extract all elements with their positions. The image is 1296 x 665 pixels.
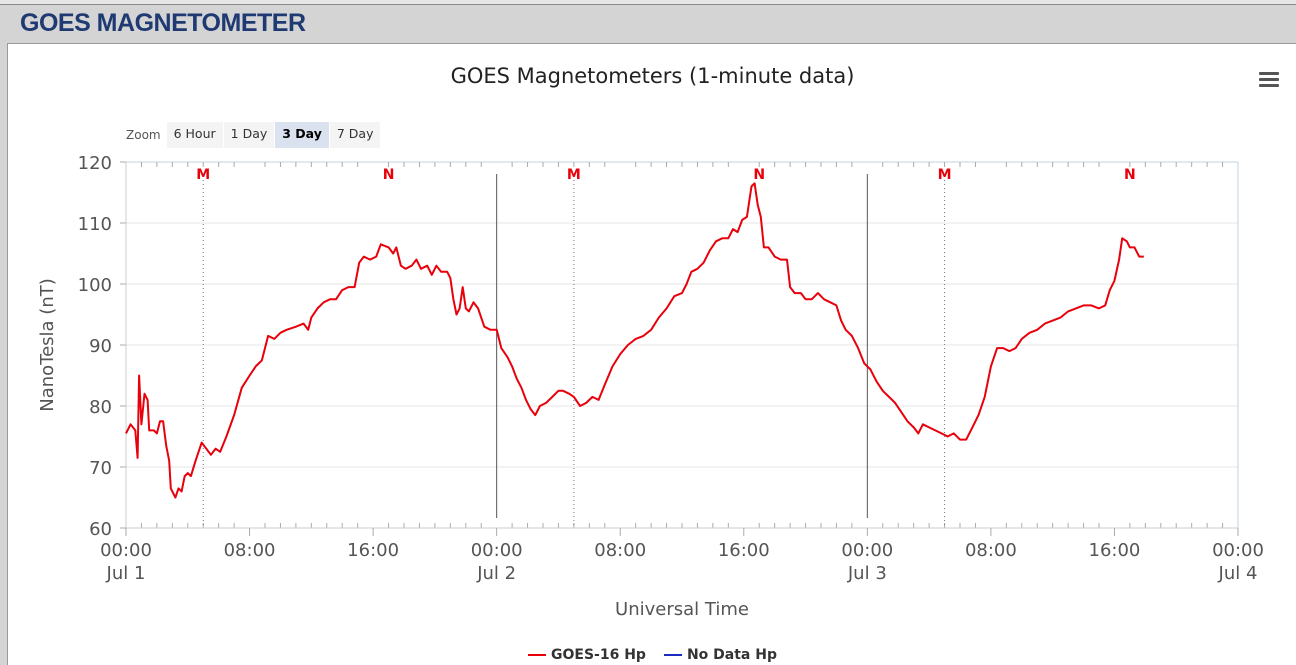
chart-title: GOES Magnetometers (1-minute data) [450,64,855,88]
legend-item-no-data[interactable]: No Data Hp [663,647,777,663]
zoom-label: Zoom [126,128,161,142]
series-line-goes-16-hp [125,182,1144,499]
marker-label: M [938,167,952,183]
x-tick-label: 16:00 [347,540,399,561]
x-tick-label: 08:00 [224,540,276,561]
x-tick-date-label: Jul 4 [1218,563,1258,584]
marker-label: N [753,167,765,183]
legend-label: GOES-16 Hp [551,647,646,663]
y-tick-label: 70 [89,458,112,479]
x-tick-label: 00:00 [471,540,523,561]
y-axis-title: NanoTesla (nT) [37,278,58,412]
y-tick-label: 100 [78,275,112,296]
y-tick-label: 110 [78,214,112,235]
zoom-6-hour-button[interactable]: 6 Hour [166,122,223,148]
zoom-1-day-button[interactable]: 1 Day [223,122,275,148]
window-top-edge [0,0,1296,5]
marker-label: N [1124,167,1136,183]
x-tick-date-label: Jul 3 [847,563,887,584]
y-tick-label: 80 [89,397,112,418]
x-tick-date-label: Jul 2 [476,563,516,584]
x-axis-title: Universal Time [615,599,749,620]
x-tick-label: 00:00 [841,540,893,561]
x-tick-label: 08:00 [965,540,1017,561]
hamburger-menu-icon[interactable] [1259,72,1279,88]
legend-swatch [528,654,546,656]
x-tick-label: 08:00 [594,540,646,561]
zoom-3-day-button[interactable]: 3 Day [275,122,329,148]
x-tick-label: 00:00 [100,540,152,561]
zoom-7-day-button[interactable]: 7 Day [329,122,381,148]
x-tick-label: 16:00 [1089,540,1141,561]
y-tick-label: 90 [89,336,112,357]
legend-label: No Data Hp [686,647,777,663]
legend-swatch [663,654,682,656]
legend: GOES-16 Hp No Data Hp [528,647,795,663]
x-tick-date-label: Jul 1 [106,563,146,584]
x-tick-label: 16:00 [718,540,770,561]
page-header: GOES MAGNETOMETER [0,5,1296,43]
y-tick-label: 60 [89,519,112,540]
y-tick-label: 120 [78,153,112,174]
marker-label: M [567,167,581,183]
marker-label: N [383,167,395,183]
legend-item-goes16[interactable]: GOES-16 Hp [528,647,646,663]
zoom-control: Zoom 6 Hour 1 Day 3 Day 7 Day [126,122,381,148]
page-title: GOES MAGNETOMETER [20,9,306,37]
x-tick-label: 00:00 [1212,540,1264,561]
marker-label: M [196,167,210,183]
chart-panel: GOES Magnetometers (1-minute data) Zoom … [7,43,1296,665]
